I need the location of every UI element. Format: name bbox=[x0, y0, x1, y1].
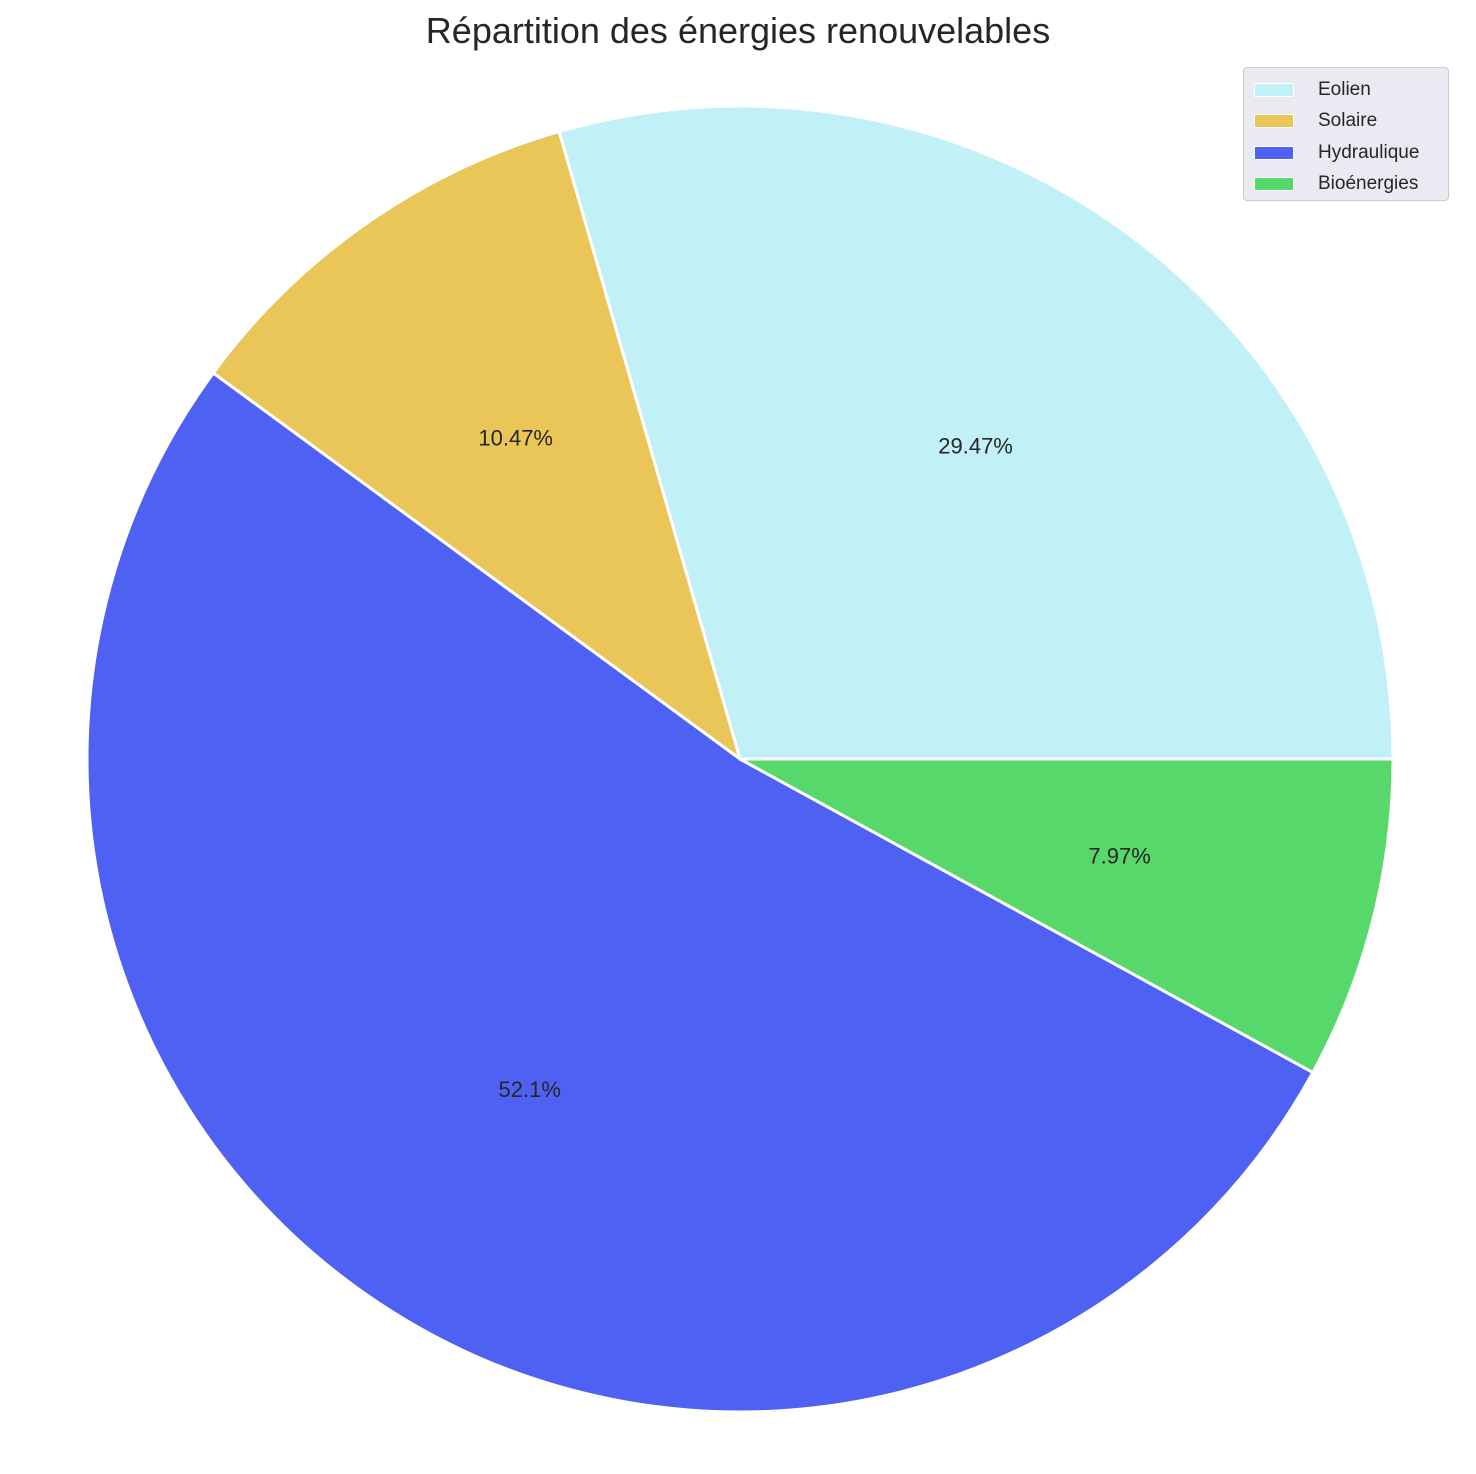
legend-item-hydraulique: Hydraulique bbox=[1254, 137, 1448, 169]
legend-swatch-eolien bbox=[1254, 82, 1294, 97]
legend-label-solaire: Solaire bbox=[1318, 110, 1378, 132]
chart-title: Répartition des énergies renouvelables bbox=[425, 10, 1051, 51]
legend-item-solaire: Solaire bbox=[1254, 106, 1448, 138]
legend-label-eolien: Eolien bbox=[1318, 78, 1371, 100]
pie-slice-eolien bbox=[557, 104, 1395, 761]
legend-item-bioenergies: Bioénergies bbox=[1254, 169, 1448, 201]
pie-label-eolien: 29.47% bbox=[938, 433, 1013, 458]
pie-slice-solaire bbox=[211, 130, 742, 761]
legend-swatch-bioenergies bbox=[1254, 177, 1294, 192]
pie-slice-bioenergies bbox=[738, 757, 1395, 1074]
pie-label-bioenergies: 7.97% bbox=[1088, 844, 1150, 869]
pie-label-solaire: 10.47% bbox=[478, 425, 553, 450]
legend-item-eolien: Eolien bbox=[1254, 74, 1448, 106]
legend-swatch-solaire bbox=[1254, 114, 1294, 129]
pie-label-hydraulique: 52.1% bbox=[499, 1077, 561, 1102]
legend-label-hydraulique: Hydraulique bbox=[1318, 141, 1420, 163]
legend-label-bioenergies: Bioénergies bbox=[1318, 173, 1419, 195]
legend-swatch-hydraulique bbox=[1254, 145, 1294, 160]
legend: Eolien Solaire Hydraulique Bioénergies bbox=[1243, 67, 1449, 201]
pie-slice-hydraulique bbox=[85, 371, 1315, 1414]
